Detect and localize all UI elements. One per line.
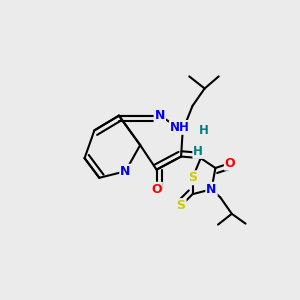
Text: S: S [188, 171, 197, 184]
Text: N: N [154, 109, 165, 122]
Text: H: H [199, 124, 209, 137]
Text: NH: NH [170, 121, 190, 134]
Text: O: O [151, 183, 162, 196]
Text: N: N [120, 165, 131, 178]
Text: O: O [225, 157, 236, 169]
Text: N: N [206, 183, 217, 196]
Text: H: H [193, 145, 203, 158]
Text: S: S [177, 199, 186, 212]
